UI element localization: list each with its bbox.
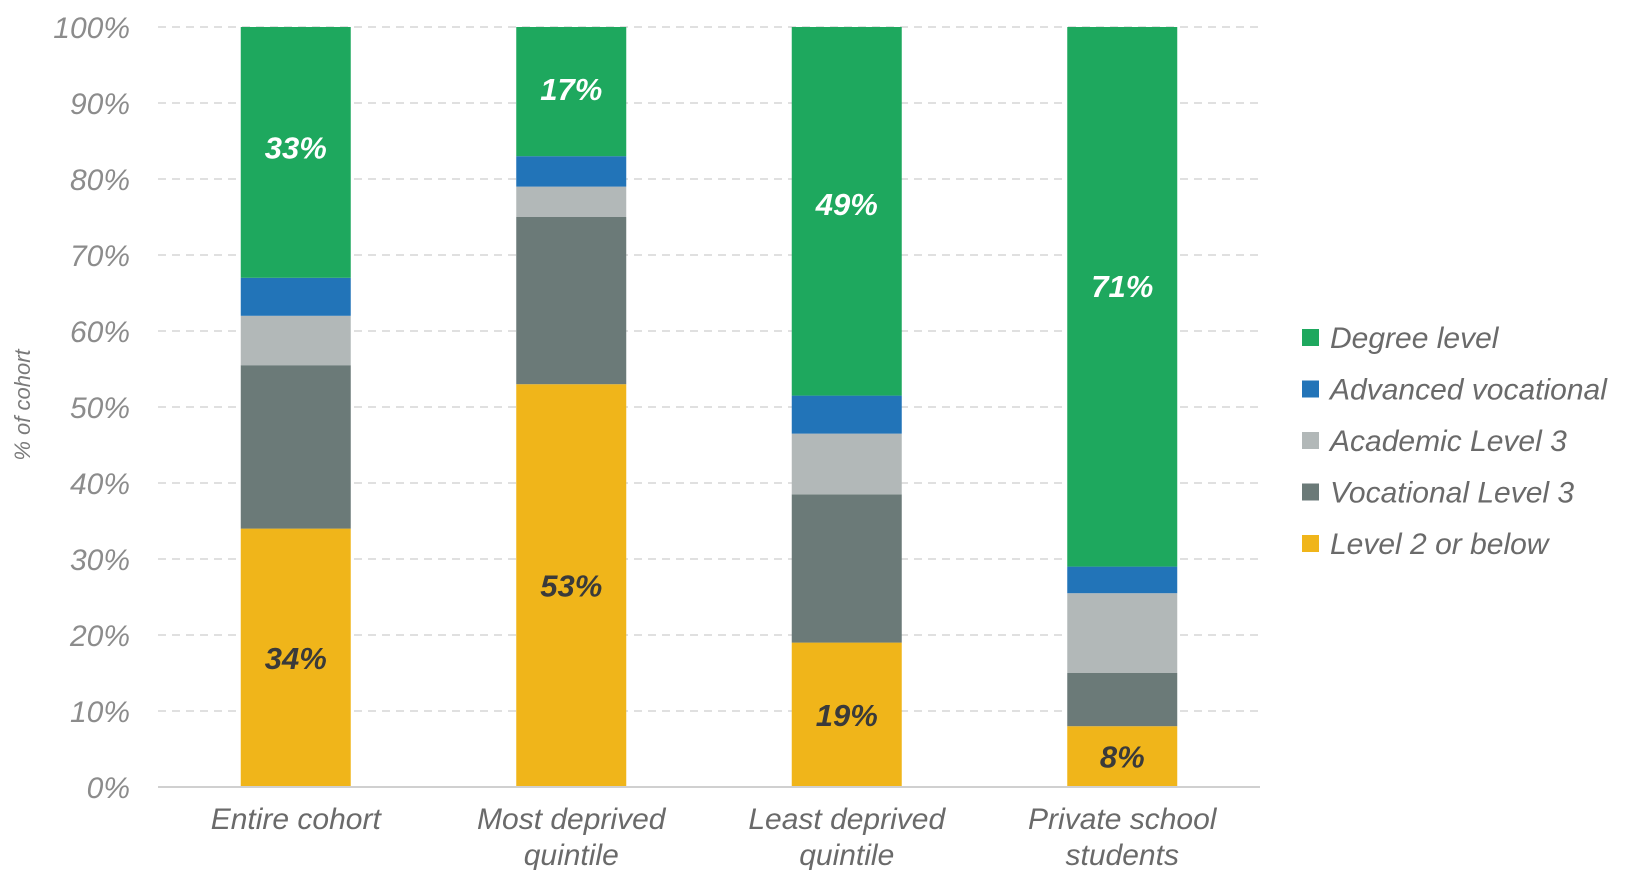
x-category-label: quintile <box>799 839 894 870</box>
data-label: 71% <box>1091 269 1153 304</box>
x-axis-categories: Entire cohort Most deprivedquintileLeast … <box>211 803 1218 870</box>
y-tick-label: 70% <box>70 240 130 273</box>
x-category-label: Entire cohort <box>211 803 383 836</box>
y-axis-label: % of cohort <box>10 348 35 460</box>
y-tick-label: 20% <box>69 620 130 653</box>
bar-segment <box>240 27 351 278</box>
bar-segment <box>516 27 627 157</box>
legend-label: Academic Level 3 <box>1328 425 1567 458</box>
y-tick-label: 10% <box>70 696 130 729</box>
y-tick-label: 90% <box>70 88 130 121</box>
bar-segment <box>240 528 351 787</box>
bar-segment <box>791 27 902 396</box>
x-category-label: Private school <box>1028 803 1218 836</box>
y-tick-label: 60% <box>70 316 130 349</box>
bar-segment <box>516 217 627 385</box>
x-category-label: Most deprived <box>477 803 667 836</box>
data-label: 17% <box>540 72 602 107</box>
data-label: 8% <box>1100 740 1145 775</box>
bar-segment <box>1067 27 1178 567</box>
x-category-label: quintile <box>524 839 619 870</box>
bar-segment <box>791 395 902 434</box>
bar-segment <box>516 186 627 217</box>
data-label: 53% <box>540 569 602 604</box>
data-label: 33% <box>265 130 327 165</box>
y-tick-label: 80% <box>70 164 130 197</box>
bar-segment <box>791 433 902 495</box>
legend-label: Vocational Level 3 <box>1330 477 1574 510</box>
bar-segment <box>791 642 902 787</box>
legend-swatch <box>1302 329 1319 346</box>
legend-label: Advanced vocational <box>1328 374 1608 407</box>
data-label: 49% <box>815 187 878 222</box>
bar-segment <box>240 365 351 529</box>
y-tick-label: 0% <box>87 772 130 805</box>
bar-segment <box>1067 726 1178 787</box>
legend-swatch <box>1302 483 1319 501</box>
bar-segment <box>1067 566 1178 594</box>
data-label: 34% <box>265 641 327 676</box>
bar-segment <box>240 315 351 366</box>
x-category-label: students <box>1066 839 1179 870</box>
bar-segment <box>791 494 902 643</box>
y-tick-label: 30% <box>70 544 130 577</box>
legend-swatch <box>1302 380 1319 398</box>
bar-segment <box>1067 593 1178 673</box>
data-label: 19% <box>816 698 878 733</box>
legend-label: Degree level <box>1330 322 1500 355</box>
y-tick-label: 40% <box>70 468 130 501</box>
legend-swatch <box>1302 432 1319 449</box>
bars: 34% 33% 53% 17% 19% 49% 8% 71% <box>240 27 1178 787</box>
bar-segment <box>240 277 351 316</box>
y-tick-label: 50% <box>70 392 130 425</box>
bar-segment <box>516 384 627 787</box>
bar-segment <box>516 156 627 187</box>
y-axis-ticks: 0% 10% 20% 30% 40% 50% 60% 70% 80% 90% 100% <box>53 12 130 805</box>
bar-segment <box>1067 673 1178 727</box>
legend-label: Level 2 or below <box>1330 528 1551 561</box>
x-category-label: Least deprived <box>748 803 946 836</box>
legend: Degree level Advanced vocational Academic … <box>1302 322 1608 561</box>
legend-swatch <box>1302 535 1319 552</box>
y-tick-label: 100% <box>53 12 130 45</box>
